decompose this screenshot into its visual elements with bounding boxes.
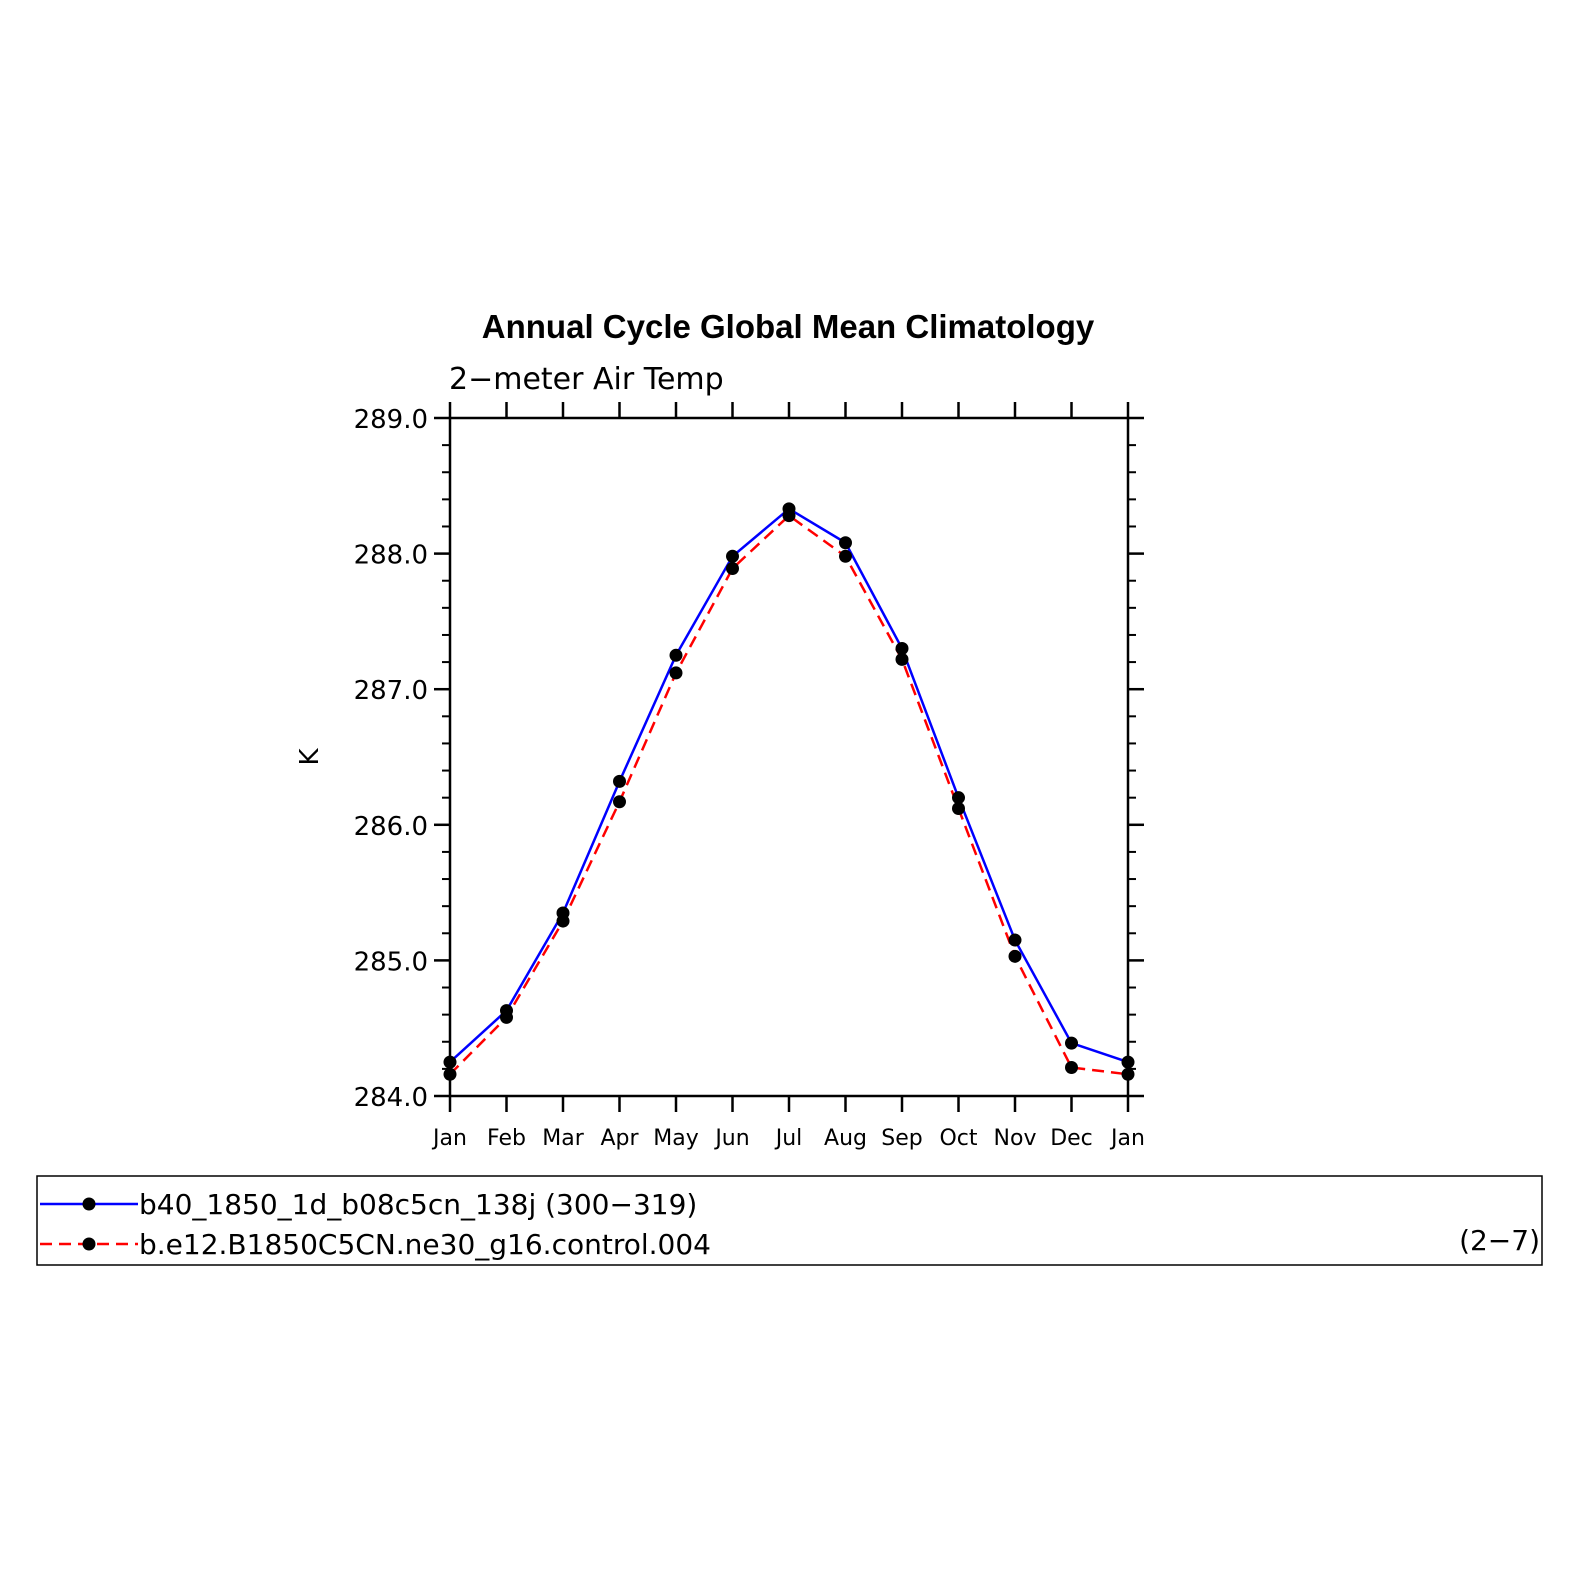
data-point-series-1 [726,549,739,563]
y-tick-label: 287.0 [354,676,428,706]
series-line-1 [449,507,1129,1064]
series-layer [443,502,1135,1081]
data-point-series-2 [613,795,626,809]
x-tick-label: Dec [1050,1126,1093,1151]
legend-annotation: (2−7) [1459,1224,1540,1257]
data-point-series-2 [1065,1061,1078,1075]
x-tick-label: Jan [1109,1126,1145,1151]
data-point-series-1 [1065,1036,1078,1050]
chart-title: Annual Cycle Global Mean Climatology [482,308,1095,345]
data-point-series-1 [1121,1055,1135,1069]
legend-label-1: b40_1850_1d_b08c5cn_138j (300−319) [139,1188,697,1221]
data-point-series-2 [952,802,965,816]
legend: b40_1850_1d_b08c5cn_138j (300−319) b.e12.… [40,1188,711,1261]
x-tick-label: Jan [431,1126,467,1151]
y-tick-label: 284.0 [354,1083,428,1113]
x-tick-label: Oct [939,1126,977,1151]
x-tick-label: Sep [881,1126,922,1151]
x-tick-label: Mar [542,1126,584,1151]
chart-subtitle: 2−meter Air Temp [449,362,724,397]
data-point-series-1 [443,1055,457,1069]
x-tick-label: Jun [713,1126,749,1151]
data-point-series-1 [669,648,683,662]
legend-label-2: b.e12.B1850C5CN.ne30_g16.control.004 [139,1228,711,1261]
data-point-series-2 [1121,1067,1135,1081]
data-point-series-2 [839,549,852,563]
x-tick-label: Feb [487,1126,526,1151]
y-axis-label: K [295,748,325,766]
series-line-2 [449,514,1129,1076]
data-point-series-2 [500,1010,513,1024]
x-tick-label: Nov [994,1126,1037,1151]
y-tick-label: 288.0 [354,541,428,571]
data-point-series-2 [669,666,683,680]
data-point-series-2 [782,509,796,523]
data-point-series-1 [895,642,909,656]
x-tick-label: May [653,1126,698,1151]
data-point-series-1 [613,774,626,788]
y-tick-label: 286.0 [354,812,428,842]
x-tick-label: Aug [824,1126,867,1151]
y-tick-label: 285.0 [354,947,428,977]
data-point-series-2 [1008,949,1022,963]
data-point-series-2 [556,914,570,928]
x-tick-label: Apr [600,1126,639,1151]
legend-marker-1 [82,1197,96,1211]
data-point-series-2 [443,1067,457,1081]
data-point-series-1 [839,536,852,550]
data-point-series-1 [952,791,965,805]
data-point-series-2 [726,562,739,576]
x-tick-label: Jul [774,1126,803,1151]
y-tick-label: 289.0 [354,405,428,435]
data-point-series-1 [1008,933,1022,947]
legend-marker-2 [82,1237,96,1251]
legend-box [36,1175,1543,1266]
data-point-series-2 [895,652,909,666]
